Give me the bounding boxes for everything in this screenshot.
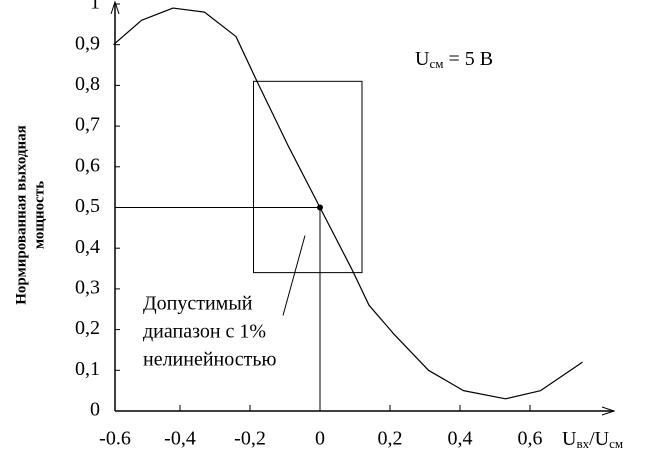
x-tick-label: 0,4 (448, 428, 473, 450)
note-line: диапазон с 1% (143, 321, 266, 343)
y-axis-arrow (110, 0, 120, 15)
param-part: = 5 В (443, 48, 493, 70)
param-sub: см (429, 56, 443, 71)
x-tick-label: 0,2 (378, 428, 403, 450)
y-tick-label: 0,8 (75, 73, 100, 95)
y-tick-label: 0,2 (75, 317, 100, 339)
x-title-part: U (562, 428, 577, 450)
y-axis-title: Нормированная выходная мощность (13, 125, 47, 305)
x-title-part: /U (589, 428, 610, 450)
y-axis-title-line: мощность (31, 181, 47, 249)
x-axis-title: Uвх/Uсм (562, 428, 623, 451)
note-pointer (282, 235, 306, 316)
x-title-sub: см (609, 436, 623, 451)
x-tick-label: -0,2 (234, 428, 266, 450)
x-tick-label: -0,4 (164, 428, 196, 450)
note-line: нелинейностью (143, 349, 276, 371)
y-tick-label: 0,7 (75, 114, 100, 136)
note-line: Допустимый (143, 293, 253, 315)
x-axis-arrow (601, 406, 616, 416)
y-tick-label: 0,1 (75, 358, 100, 380)
x-title-sub: вх (576, 436, 589, 451)
x-tick-label: 0 (315, 428, 325, 450)
y-tick-label: 0 (90, 399, 100, 421)
y-tick-label: 0,4 (75, 236, 100, 258)
x-tick-label: -0.6 (99, 428, 131, 450)
y-tick-label: 0,5 (75, 195, 100, 217)
y-tick-label: 0,9 (75, 32, 100, 54)
param-part: U (415, 48, 430, 70)
y-tick-label: 1 (90, 0, 100, 14)
range-box (253, 80, 363, 274)
parameter-label: Uсм = 5 В (415, 48, 493, 71)
x-tick-label: 0,6 (518, 428, 543, 450)
curve (113, 7, 583, 400)
y-tick-label: 0,6 (75, 154, 100, 176)
y-axis-title-line: Нормированная выходная (13, 125, 29, 305)
operating-point (317, 204, 323, 211)
y-tick-label: 0,3 (75, 276, 100, 298)
